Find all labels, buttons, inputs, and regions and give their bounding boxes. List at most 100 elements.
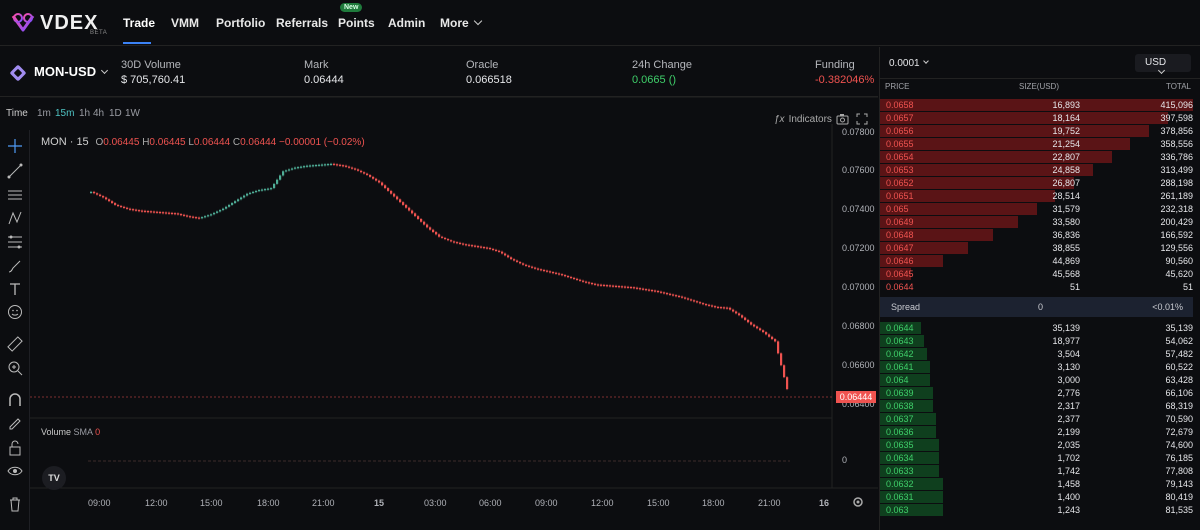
nav-vmm[interactable]: VMM <box>171 16 199 30</box>
ask-row[interactable]: 0.0645 45,568 45,620 <box>880 268 1200 281</box>
price-chart[interactable] <box>0 0 878 530</box>
bid-row[interactable]: 0.0639 2,776 66,106 <box>880 387 1200 400</box>
ask-row[interactable]: 0.0656 19,752 378,856 <box>880 125 1200 138</box>
bid-row[interactable]: 0.0636 2,199 72,679 <box>880 426 1200 439</box>
tf-1w[interactable]: 1W <box>125 108 140 119</box>
lock-icon[interactable] <box>7 440 23 456</box>
ask-size: 18,164 <box>1052 113 1080 123</box>
ask-size: 26,807 <box>1052 178 1080 188</box>
depth-bar <box>880 335 924 347</box>
candle-body <box>174 213 177 215</box>
nav-more[interactable]: More <box>440 16 482 30</box>
ask-row[interactable]: 0.0647 38,855 129,556 <box>880 242 1200 255</box>
fib-icon[interactable] <box>7 234 23 250</box>
bid-row[interactable]: 0.0637 2,377 70,590 <box>880 413 1200 426</box>
camera-icon[interactable] <box>836 113 849 128</box>
bid-row[interactable]: 0.0632 1,458 79,143 <box>880 478 1200 491</box>
candle-body <box>684 297 687 299</box>
candle-body <box>333 163 336 165</box>
ask-price: 0.0658 <box>886 100 914 110</box>
eye-icon[interactable] <box>7 463 23 479</box>
candle-body <box>594 283 597 285</box>
tradingview-logo[interactable]: TV <box>42 466 66 490</box>
candle-body <box>99 194 102 197</box>
ask-row[interactable]: 0.0655 21,254 358,556 <box>880 138 1200 151</box>
bid-row[interactable]: 0.0642 3,504 57,482 <box>880 348 1200 361</box>
bid-row[interactable]: 0.0641 3,130 60,522 <box>880 361 1200 374</box>
candle-body <box>501 251 504 254</box>
pattern-icon[interactable] <box>7 210 23 226</box>
ask-row[interactable]: 0.0658 16,893 415,096 <box>880 99 1200 112</box>
ask-row[interactable]: 0.0648 36,836 166,592 <box>880 229 1200 242</box>
ask-row[interactable]: 0.0649 33,580 200,429 <box>880 216 1200 229</box>
y-tick: 0.06800 <box>842 321 875 331</box>
bid-row[interactable]: 0.0638 2,317 68,319 <box>880 400 1200 413</box>
candle-body <box>723 307 726 309</box>
bid-row[interactable]: 0.0634 1,702 76,185 <box>880 452 1200 465</box>
bid-row[interactable]: 0.0631 1,400 80,419 <box>880 491 1200 504</box>
ruler-icon[interactable] <box>7 336 23 352</box>
tf-4h[interactable]: 4h <box>93 108 105 119</box>
candle-body <box>144 210 147 212</box>
bid-total: 35,139 <box>1165 323 1193 333</box>
bid-row[interactable]: 0.0635 2,035 74,600 <box>880 439 1200 452</box>
bid-row[interactable]: 0.063 1,243 81,535 <box>880 504 1200 517</box>
brush-icon[interactable] <box>7 258 23 274</box>
trash-icon[interactable] <box>7 496 23 512</box>
crosshair-icon[interactable] <box>7 138 23 154</box>
ask-row[interactable]: 0.065 31,579 232,318 <box>880 203 1200 216</box>
bid-row[interactable]: 0.0633 1,742 77,808 <box>880 465 1200 478</box>
candle-body <box>237 199 240 202</box>
candle-body <box>675 295 678 297</box>
ohlc-change: −0.00001 (−0.02%) <box>279 137 365 148</box>
candle-body <box>210 214 213 216</box>
y-tick: 0.06400 <box>842 399 875 409</box>
fullscreen-icon[interactable] <box>856 113 868 128</box>
ask-row[interactable]: 0.0657 18,164 397,598 <box>880 112 1200 125</box>
vdex-logo[interactable]: VDEX BETA <box>10 10 110 38</box>
nav-trade[interactable]: Trade <box>123 16 156 30</box>
ask-price: 0.0649 <box>886 217 914 227</box>
ask-row[interactable]: 0.0653 24,858 313,499 <box>880 164 1200 177</box>
candle-body <box>741 315 744 318</box>
bid-row[interactable]: 0.064 3,000 63,428 <box>880 374 1200 387</box>
ask-row[interactable]: 0.0646 44,869 90,560 <box>880 255 1200 268</box>
emoji-icon[interactable] <box>7 304 23 320</box>
candle-body <box>645 289 648 291</box>
tick-size-select[interactable]: 0.0001 <box>889 58 929 69</box>
horizontal-lines-icon[interactable] <box>7 187 23 203</box>
bid-row[interactable]: 0.0643 18,977 54,062 <box>880 335 1200 348</box>
candle-body <box>504 253 507 256</box>
lock-pencil-icon[interactable] <box>7 416 23 432</box>
candle-body <box>429 227 432 230</box>
y-tick: 0.07000 <box>842 282 875 292</box>
indicators-button[interactable]: ƒx Indicators <box>774 114 832 125</box>
ask-row[interactable]: 0.0644 51 51 <box>880 281 1200 294</box>
ask-row[interactable]: 0.0651 28,514 261,189 <box>880 190 1200 203</box>
nav-portfolio[interactable]: Portfolio <box>216 16 266 30</box>
market-selector[interactable]: MON-USD <box>34 64 109 79</box>
candle-body <box>213 212 216 215</box>
tf-1d[interactable]: 1D <box>109 108 122 119</box>
ask-row[interactable]: 0.0654 22,807 336,786 <box>880 151 1200 164</box>
tf-15m[interactable]: 15m <box>55 108 75 119</box>
chart-settings-icon[interactable] <box>852 496 864 510</box>
bid-row[interactable]: 0.0644 35,139 35,139 <box>880 322 1200 335</box>
tf-1h[interactable]: 1h <box>79 108 91 119</box>
col-price: PRICE <box>885 82 910 91</box>
nav-referrals[interactable]: Referrals <box>276 16 329 30</box>
zoom-in-icon[interactable] <box>7 360 23 376</box>
depth-bar <box>880 255 943 267</box>
tf-1m[interactable]: 1m <box>37 108 51 119</box>
currency-select[interactable]: USD <box>1135 54 1191 75</box>
magnet-icon[interactable] <box>7 392 23 408</box>
bid-price: 0.0637 <box>886 414 914 424</box>
candle-body <box>627 286 630 288</box>
trendline-icon[interactable] <box>7 163 23 179</box>
candle-body <box>624 286 627 288</box>
ask-row[interactable]: 0.0652 26,807 288,198 <box>880 177 1200 190</box>
candle-body <box>198 217 201 219</box>
nav-points[interactable]: Points <box>338 16 375 30</box>
nav-admin[interactable]: Admin <box>388 16 426 30</box>
text-tool-icon[interactable] <box>7 281 23 297</box>
